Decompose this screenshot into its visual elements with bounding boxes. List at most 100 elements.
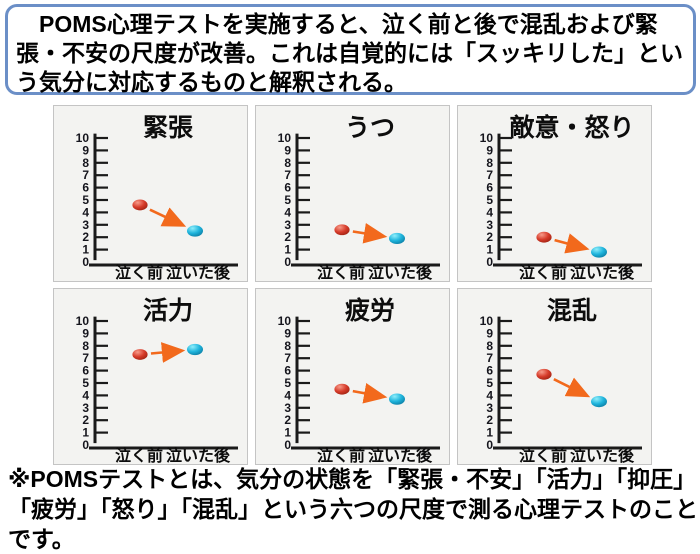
chart-title: 緊張 bbox=[143, 114, 194, 142]
y-tick-label: 0 bbox=[82, 255, 89, 269]
after-dot bbox=[591, 396, 607, 408]
y-tick-label: 8 bbox=[486, 339, 493, 353]
y-tick-label: 6 bbox=[82, 181, 89, 195]
y-tick-label: 5 bbox=[486, 376, 493, 390]
x-label-after: 泣いた後 bbox=[166, 446, 231, 464]
y-tick-label: 7 bbox=[82, 351, 89, 365]
chart-title: うつ bbox=[345, 114, 395, 142]
y-tick-label: 7 bbox=[82, 168, 89, 182]
y-tick-label: 1 bbox=[486, 426, 493, 440]
before-dot bbox=[334, 383, 350, 395]
chart-title: 疲労 bbox=[345, 296, 395, 325]
chart-title: 混乱 bbox=[547, 297, 597, 325]
y-tick-label: 9 bbox=[284, 326, 291, 340]
y-tick-label: 2 bbox=[284, 230, 291, 244]
x-label-after: 泣いた後 bbox=[166, 263, 231, 281]
x-label-after: 泣いた後 bbox=[570, 446, 635, 464]
y-tick-label: 0 bbox=[284, 255, 291, 269]
y-tick-label: 8 bbox=[284, 339, 291, 353]
y-tick-label: 10 bbox=[480, 314, 494, 328]
chart-panel-fatigue: 疲労 0 1 2 3 4 5 6 7 8 9 10 泣く前 泣いた後 bbox=[255, 288, 450, 465]
y-tick-label: 9 bbox=[82, 326, 89, 340]
chart-title: 敵意・怒り bbox=[509, 113, 634, 142]
x-label-after: 泣いた後 bbox=[368, 446, 433, 464]
y-tick-label: 6 bbox=[486, 181, 493, 195]
trend-arrow bbox=[150, 342, 186, 363]
summary-text: POMS心理テストを実施すると、泣く前と後で混乱および緊張・不安の尺度が改善。こ… bbox=[16, 11, 683, 95]
y-tick-label: 3 bbox=[486, 401, 493, 415]
after-dot bbox=[187, 343, 203, 356]
y-tick-label: 6 bbox=[284, 181, 291, 195]
y-tick-label: 1 bbox=[284, 426, 291, 440]
y-tick-label: 4 bbox=[82, 205, 89, 219]
y-tick-label: 4 bbox=[486, 388, 493, 402]
y-tick-label: 6 bbox=[82, 364, 89, 378]
before-dot bbox=[536, 231, 552, 243]
y-tick-label: 3 bbox=[284, 401, 291, 415]
y-tick-label: 4 bbox=[284, 388, 291, 402]
y-tick-label: 10 bbox=[278, 131, 292, 145]
after-dot bbox=[187, 225, 203, 237]
chart-panel-hostility-anger: 敵意・怒り 0 1 2 3 4 5 6 7 8 9 10 泣く前 泣いた後 bbox=[457, 105, 652, 282]
y-tick-label: 2 bbox=[82, 413, 89, 427]
y-tick-label: 4 bbox=[486, 205, 493, 219]
y-tick-label: 2 bbox=[284, 413, 291, 427]
y-tick-label: 6 bbox=[486, 364, 493, 378]
trend-arrow bbox=[554, 233, 590, 254]
y-tick-label: 4 bbox=[82, 388, 89, 402]
y-tick-label: 0 bbox=[486, 438, 493, 452]
trend-arrow bbox=[352, 222, 388, 244]
y-tick-label: 6 bbox=[284, 364, 291, 378]
x-label-before: 泣く前 bbox=[519, 263, 567, 281]
y-tick-label: 0 bbox=[82, 438, 89, 452]
summary-box: POMS心理テストを実施すると、泣く前と後で混乱および緊張・不安の尺度が改善。こ… bbox=[5, 4, 696, 95]
y-tick-label: 9 bbox=[486, 326, 493, 340]
y-tick-label: 10 bbox=[76, 314, 90, 328]
y-tick-label: 8 bbox=[284, 156, 291, 170]
trend-arrow bbox=[553, 377, 591, 398]
chart-panel-depression: うつ 0 1 2 3 4 5 6 7 8 9 10 泣く前 泣いた後 bbox=[255, 105, 450, 282]
chart-title: 活力 bbox=[143, 297, 193, 325]
y-tick-label: 5 bbox=[486, 193, 493, 207]
y-tick-label: 0 bbox=[284, 438, 291, 452]
before-dot bbox=[536, 368, 552, 380]
y-tick-label: 1 bbox=[82, 243, 89, 257]
y-tick-label: 1 bbox=[284, 243, 291, 257]
y-tick-label: 5 bbox=[82, 193, 89, 207]
y-tick-label: 5 bbox=[284, 376, 291, 390]
y-tick-label: 10 bbox=[76, 131, 90, 145]
y-tick-label: 2 bbox=[486, 413, 493, 427]
before-dot bbox=[132, 349, 148, 360]
trend-arrow bbox=[149, 207, 187, 227]
y-tick-label: 5 bbox=[284, 193, 291, 207]
y-tick-label: 10 bbox=[480, 131, 494, 145]
y-tick-label: 1 bbox=[486, 243, 493, 257]
y-tick-label: 8 bbox=[82, 156, 89, 170]
before-dot bbox=[132, 199, 148, 211]
slide: POMS心理テストを実施すると、泣く前と後で混乱および緊張・不安の尺度が改善。こ… bbox=[5, 4, 698, 552]
x-label-before: 泣く前 bbox=[519, 446, 567, 464]
trend-arrow bbox=[352, 382, 388, 404]
y-tick-label: 0 bbox=[486, 255, 493, 269]
x-label-after: 泣いた後 bbox=[570, 263, 635, 281]
x-label-before: 泣く前 bbox=[317, 263, 365, 281]
x-label-before: 泣く前 bbox=[317, 446, 365, 464]
y-tick-label: 5 bbox=[82, 376, 89, 390]
y-tick-label: 8 bbox=[82, 339, 89, 353]
y-tick-label: 2 bbox=[486, 230, 493, 244]
after-dot bbox=[389, 232, 405, 245]
y-tick-label: 7 bbox=[284, 351, 291, 365]
y-tick-label: 9 bbox=[486, 143, 493, 157]
chart-panel-vigor: 活力 0 1 2 3 4 5 6 7 8 9 10 泣く前 泣いた後 bbox=[53, 288, 248, 465]
y-tick-label: 2 bbox=[82, 230, 89, 244]
y-tick-label: 3 bbox=[82, 218, 89, 232]
x-label-after: 泣いた後 bbox=[368, 263, 433, 281]
y-tick-label: 9 bbox=[82, 143, 89, 157]
y-tick-label: 4 bbox=[284, 205, 291, 219]
before-dot bbox=[334, 224, 350, 236]
y-tick-label: 7 bbox=[486, 351, 493, 365]
